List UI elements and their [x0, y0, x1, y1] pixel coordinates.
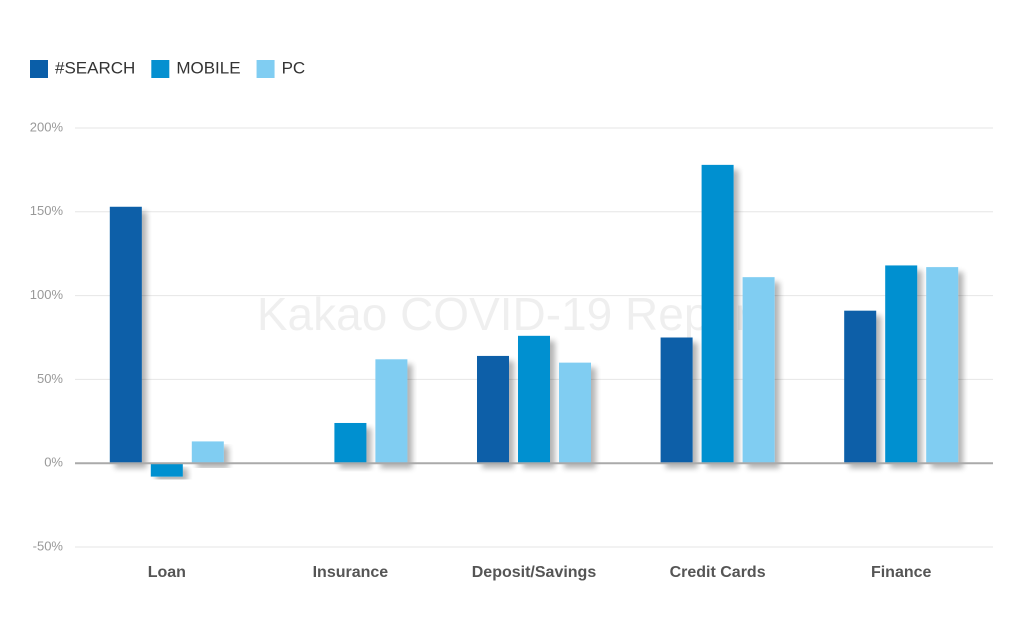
watermark: Kakao COVID-19 Report: [257, 288, 763, 340]
bar: [150, 463, 183, 477]
y-tick-label: 50%: [37, 371, 63, 386]
legend-label: PC: [282, 58, 306, 77]
legend-label: #SEARCH: [55, 58, 135, 77]
bar: [885, 265, 918, 464]
bar: [742, 277, 775, 464]
y-tick-label: 200%: [30, 119, 64, 134]
x-tick-label: Insurance: [313, 564, 389, 581]
bar: [375, 359, 408, 464]
legend-swatch: [256, 60, 275, 78]
x-tick-label: Finance: [871, 564, 932, 581]
x-tick-label: Deposit/Savings: [472, 564, 597, 581]
bar: [109, 206, 142, 464]
bar: [334, 422, 367, 464]
y-tick-label: 150%: [30, 203, 64, 218]
y-tick-label: 100%: [30, 287, 64, 302]
legend-swatch: [30, 60, 48, 78]
y-tick-label: 0%: [44, 455, 63, 470]
bar: [701, 164, 734, 464]
bar: [518, 335, 550, 464]
x-tick-label: Credit Cards: [670, 564, 766, 581]
legend-label: MOBILE: [176, 58, 240, 77]
bar: [926, 267, 959, 464]
bar: [191, 441, 224, 464]
bar: [844, 310, 877, 464]
x-tick-label: Loan: [148, 564, 186, 581]
bar: [660, 337, 693, 464]
bar: [559, 362, 591, 464]
bar: [477, 355, 509, 464]
legend-swatch: [151, 60, 170, 78]
y-tick-label: -50%: [33, 538, 64, 553]
